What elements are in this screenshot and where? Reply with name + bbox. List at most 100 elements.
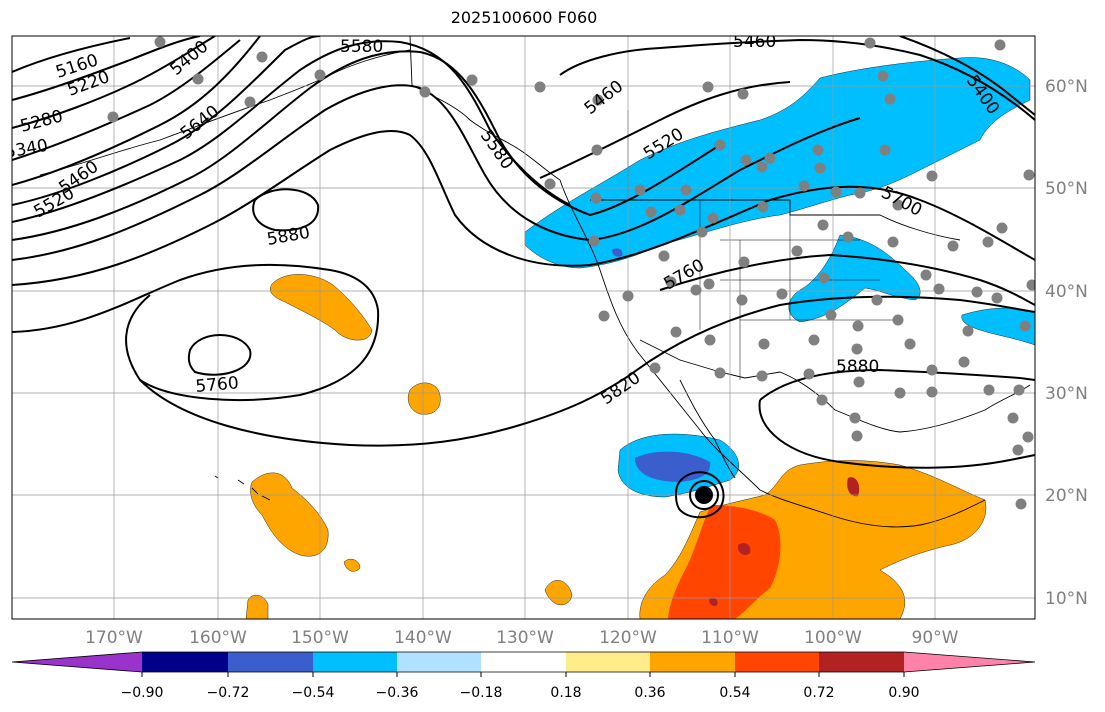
station-dot (107, 111, 119, 123)
station-dot (991, 292, 1003, 304)
station-dot (854, 187, 866, 199)
station-dot (877, 70, 889, 82)
contour-5640 (12, 84, 861, 261)
contour-5820 (139, 295, 1035, 447)
lat-label: 60°N (1045, 77, 1088, 97)
station-dot (598, 310, 610, 322)
station-dot (680, 184, 692, 196)
station-dot (864, 37, 876, 49)
colorbar-tick-label: 0.54 (719, 685, 750, 701)
cyclone-ring (689, 480, 719, 510)
station-dot (851, 430, 863, 442)
height-contours (12, 36, 1035, 519)
very-strong-positive-region-3 (709, 597, 718, 606)
lat-label: 30°N (1045, 384, 1088, 404)
colorbar-cell (819, 652, 904, 672)
station-dot (947, 240, 959, 252)
station-dot (665, 276, 677, 288)
station-dot (983, 384, 995, 396)
strong-positive-region (668, 505, 781, 619)
station-dot (842, 231, 854, 243)
station-dot (791, 245, 803, 257)
contour-5340 (12, 39, 241, 161)
colorbar-tick-label: 0.18 (550, 685, 581, 701)
contour-5460-w (12, 36, 321, 206)
colorbar: −0.90 −0.72 −0.54 −0.36 −0.18 0.18 0.36 … (11, 651, 1036, 701)
contour-5160 (12, 37, 131, 73)
station-dot (962, 325, 974, 337)
station-dot (758, 338, 770, 350)
colorbar-tick-label: −0.72 (207, 685, 250, 701)
colorbar-over-arrow (904, 652, 1035, 672)
contour-5400-e (899, 36, 1035, 116)
positive-anomaly-region-hawaii (250, 472, 329, 557)
station-dot (690, 284, 702, 296)
station-dot (256, 51, 268, 63)
hurricane-center (689, 480, 719, 510)
coastlines-layer (39, 36, 1031, 528)
station-dot (154, 36, 166, 48)
lon-label: 140°W (394, 628, 452, 648)
station-dot (658, 250, 670, 262)
station-dot (926, 364, 938, 376)
contour-5880-east (758, 368, 1035, 469)
station-dot (812, 144, 824, 156)
station-dot (702, 81, 714, 93)
station-dot (192, 73, 204, 85)
contour-5280 (12, 36, 216, 129)
contour-label: 5760 (195, 373, 240, 397)
longitude-labels: 170°W 160°W 150°W 140°W 130°W 120°W 110°… (85, 628, 959, 648)
colorbar-cell (650, 652, 735, 672)
station-dot (894, 387, 906, 399)
station-dot (803, 368, 815, 380)
canada-us-border (590, 199, 961, 241)
map-title: 2025100600 F060 (450, 8, 598, 27)
colorbar-tick-label: −0.54 (292, 685, 335, 701)
station-dot (703, 278, 715, 290)
station-dot (714, 139, 726, 151)
very-strong-positive-region-2 (847, 477, 860, 497)
contour-label: 5580 (340, 37, 383, 57)
station-dot (958, 356, 970, 368)
contour-5460-n (559, 38, 1035, 121)
positive-anomaly-region-west (544, 580, 573, 606)
station-dot (816, 394, 828, 406)
station-dot (851, 343, 863, 355)
hawaii-islands (214, 475, 271, 501)
station-dot (737, 88, 749, 100)
station-dot (590, 192, 602, 204)
station-dot (853, 376, 865, 388)
station-dot (996, 222, 1008, 234)
station-dot (926, 386, 938, 398)
colorbar-tick-label: −0.90 (121, 685, 164, 701)
station-dot (696, 226, 708, 238)
colorbar-cell (735, 652, 819, 672)
station-dot (1007, 412, 1019, 424)
positive-anomaly-region-hawaii-2 (245, 594, 269, 619)
station-dot (852, 320, 864, 332)
station-dot (592, 94, 604, 106)
positive-anomaly-region-hawaii-3 (343, 558, 361, 572)
station-dot (817, 219, 829, 231)
latitude-labels: 60°N 50°N 40°N 30°N 20°N 10°N (1045, 77, 1088, 609)
station-dot (879, 144, 891, 156)
station-dot (849, 412, 861, 424)
station-dot (419, 86, 431, 98)
colorbar-cell (397, 652, 481, 672)
very-strong-positive-region (737, 542, 751, 556)
station-dot (994, 39, 1006, 51)
lon-label: 130°W (496, 628, 554, 648)
station-dot (649, 362, 661, 374)
strong-negative-region-north (612, 248, 623, 257)
lon-label: 150°W (291, 628, 349, 648)
contour-label: 5460 (733, 32, 776, 52)
station-dot (645, 206, 657, 218)
station-dot (466, 74, 478, 86)
cyclone-core (695, 486, 713, 504)
contour-5700 (12, 129, 1035, 286)
colorbar-tick-label: 0.90 (888, 685, 919, 701)
station-dot (738, 256, 750, 268)
positive-anomaly-region-small (407, 382, 441, 415)
station-dot (764, 152, 776, 164)
